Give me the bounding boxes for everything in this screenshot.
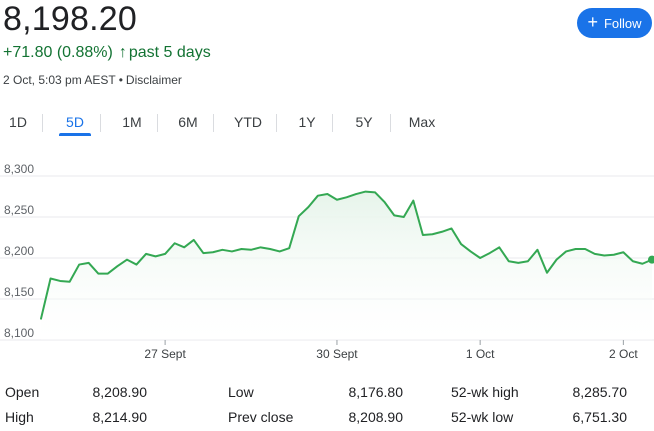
x-tick-label: 1 Oct: [466, 347, 495, 361]
price-chart[interactable]: 8,300 8,250 8,200 8,150 8,100 27 Sept 30 Sept 1…: [0, 158, 654, 368]
y-tick-label: 8,200: [4, 244, 34, 258]
tab-1d[interactable]: 1D: [2, 108, 34, 136]
stat-label-52wk-high: 52-wk high: [451, 384, 519, 400]
tab-6m[interactable]: 6M: [172, 108, 204, 136]
price-change: +71.80 (0.88%) ↑ past 5 days: [3, 44, 211, 62]
tab-label: Max: [408, 114, 436, 130]
tab-label: YTD: [234, 114, 262, 130]
tab-divider: [100, 114, 101, 132]
stat-value-open: 8,208.90: [92, 384, 148, 400]
price-value: 8,198.20: [3, 0, 137, 38]
tab-label: 1Y: [298, 114, 316, 130]
time-range-tabs: 1D 5D 1M 6M YTD 1Y 5Y Max: [0, 108, 654, 136]
stat-value-52wk-low: 6,751.30: [572, 409, 628, 425]
stat-value-52wk-high: 8,285.70: [572, 384, 628, 400]
tab-max[interactable]: Max: [404, 108, 440, 136]
stat-label-52wk-low: 52-wk low: [451, 409, 514, 425]
tab-5y[interactable]: 5Y: [348, 108, 380, 136]
plus-icon: +: [587, 12, 598, 32]
tab-label: 1D: [9, 114, 27, 130]
last-price-dot: [648, 255, 654, 264]
stat-label-high: High: [5, 409, 34, 425]
price-area-fill: [41, 191, 652, 340]
tab-divider: [276, 114, 277, 132]
x-tick-label: 27 Sept: [144, 347, 186, 361]
tab-1y[interactable]: 1Y: [291, 108, 323, 136]
tab-1m[interactable]: 1M: [116, 108, 148, 136]
follow-button-label: Follow: [603, 15, 642, 31]
up-arrow-icon: ↑: [118, 44, 127, 61]
stat-label-low: Low: [228, 384, 254, 400]
price-line: [40, 190, 653, 320]
timestamp-line: 2 Oct, 5:03 pm AEST • Disclaimer: [3, 73, 182, 87]
follow-button[interactable]: + Follow: [577, 8, 652, 38]
tab-divider: [332, 114, 333, 132]
tab-divider: [42, 114, 43, 132]
stat-label-open: Open: [5, 384, 40, 400]
change-value: +71.80 (0.88%): [3, 44, 113, 61]
tab-ytd[interactable]: YTD: [228, 108, 268, 136]
x-tick-label: 2 Oct: [609, 347, 638, 361]
stat-label-prev-close: Prev close: [228, 409, 294, 425]
disclaimer-link[interactable]: Disclaimer: [125, 73, 182, 87]
y-tick-label: 8,100: [4, 326, 34, 340]
tab-5d[interactable]: 5D: [59, 108, 91, 136]
tab-divider: [213, 114, 214, 132]
tab-divider: [390, 114, 391, 132]
separator-dot: •: [118, 73, 123, 87]
tab-label: 6M: [178, 114, 198, 130]
y-tick-label: 8,250: [4, 203, 34, 217]
tab-label: 5Y: [355, 114, 373, 130]
y-tick-label: 8,300: [4, 162, 34, 176]
x-tick-label: 30 Sept: [316, 347, 358, 361]
stat-value-high: 8,214.90: [92, 409, 148, 425]
y-tick-label: 8,150: [4, 285, 34, 299]
tab-divider: [157, 114, 158, 132]
price-chart-svg: 8,300 8,250 8,200 8,150 8,100 27 Sept 30 Sept 1…: [0, 162, 654, 361]
tab-label: 5D: [66, 114, 84, 130]
stat-value-prev-close: 8,208.90: [348, 409, 404, 425]
change-period: past 5 days: [128, 44, 211, 61]
timestamp: 2 Oct, 5:03 pm AEST: [3, 73, 116, 87]
tab-label: 1M: [122, 114, 142, 130]
stat-value-low: 8,176.80: [348, 384, 404, 400]
